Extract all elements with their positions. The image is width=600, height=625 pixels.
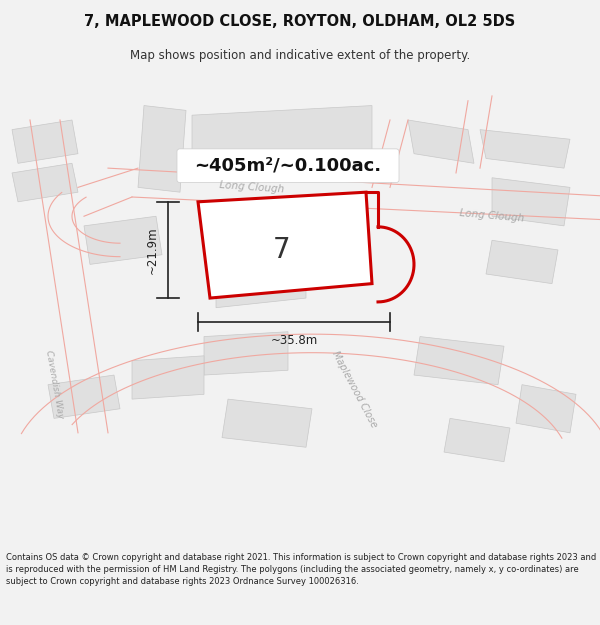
- Polygon shape: [138, 106, 186, 192]
- Polygon shape: [516, 384, 576, 432]
- Text: Long Clough: Long Clough: [459, 208, 525, 224]
- Polygon shape: [48, 375, 120, 418]
- Polygon shape: [414, 336, 504, 384]
- Text: ~21.9m: ~21.9m: [146, 226, 159, 274]
- Polygon shape: [12, 163, 78, 202]
- Polygon shape: [480, 129, 570, 168]
- Text: 7: 7: [273, 236, 291, 264]
- Text: Contains OS data © Crown copyright and database right 2021. This information is : Contains OS data © Crown copyright and d…: [6, 553, 596, 586]
- Text: Maplewood Close: Maplewood Close: [329, 349, 379, 429]
- Text: Map shows position and indicative extent of the property.: Map shows position and indicative extent…: [130, 49, 470, 62]
- Polygon shape: [132, 356, 204, 399]
- Text: 7, MAPLEWOOD CLOSE, ROYTON, OLDHAM, OL2 5DS: 7, MAPLEWOOD CLOSE, ROYTON, OLDHAM, OL2 …: [85, 14, 515, 29]
- Text: ~405m²/~0.100ac.: ~405m²/~0.100ac.: [194, 157, 382, 175]
- Polygon shape: [222, 399, 312, 448]
- Text: Cavendish Way: Cavendish Way: [44, 350, 64, 419]
- Polygon shape: [84, 216, 162, 264]
- Polygon shape: [492, 177, 570, 226]
- Polygon shape: [444, 418, 510, 462]
- Polygon shape: [192, 106, 372, 168]
- Polygon shape: [12, 120, 78, 163]
- Text: ~35.8m: ~35.8m: [271, 334, 317, 347]
- Polygon shape: [216, 255, 306, 308]
- Text: Long Clough: Long Clough: [219, 180, 285, 194]
- Polygon shape: [486, 240, 558, 284]
- FancyBboxPatch shape: [177, 149, 399, 182]
- Polygon shape: [204, 332, 288, 375]
- Polygon shape: [198, 192, 372, 298]
- Polygon shape: [408, 120, 474, 163]
